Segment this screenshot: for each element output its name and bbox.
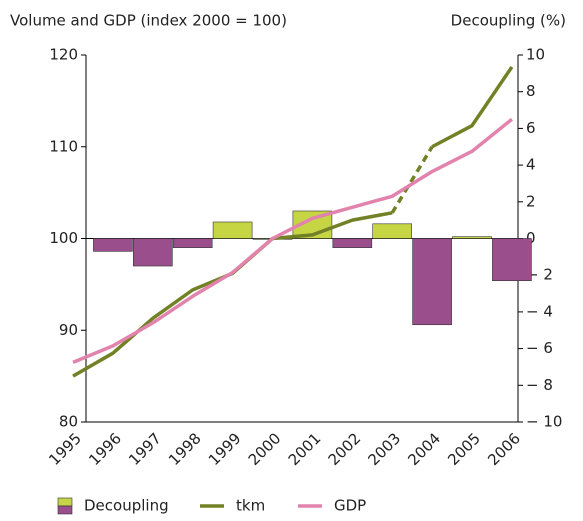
y2-tick-label: 2 [526, 192, 536, 210]
dashed-segment [390, 145, 434, 214]
bar [372, 223, 413, 239]
line [72, 117, 513, 364]
y-tick-label: 100 [49, 229, 78, 247]
bar [452, 236, 492, 239]
x-tick-label: 1999 [205, 429, 245, 469]
legend-swatch [57, 497, 73, 507]
bar [332, 238, 373, 248]
bar [212, 221, 253, 239]
x-tick-label: 2005 [444, 429, 484, 469]
bar [93, 238, 133, 252]
y-tick-label: 90 [59, 321, 78, 339]
y2-tick-label: 0 [526, 229, 536, 247]
x-tick-label: 1998 [165, 429, 205, 469]
y2-tick-label: − 4 [526, 302, 553, 320]
y2-axis-title: Decoupling (%) [451, 12, 566, 30]
y-tick-label: 80 [59, 413, 78, 431]
y2-tick-label: − 2 [526, 266, 553, 284]
x-tick-label: 2006 [484, 429, 524, 469]
x-tick-label: 2003 [364, 429, 404, 469]
y2-tick-label: − 8 [526, 376, 553, 394]
y2-tick-label: 4 [526, 156, 536, 174]
x-tick-label: 2001 [285, 429, 325, 469]
legend-label: Decoupling [84, 497, 169, 515]
bar [412, 238, 452, 326]
x-tick-label: 1995 [45, 429, 85, 469]
y2-tick-label: 6 [526, 119, 536, 137]
y2-tick-label: 8 [526, 82, 536, 100]
y2-tick-label: − 10 [526, 413, 562, 431]
y-tick-label: 110 [49, 137, 78, 155]
y-tick-label: 120 [49, 46, 78, 64]
legend-label: GDP [334, 497, 366, 515]
x-tick-label: 1997 [125, 429, 165, 469]
bar [492, 238, 532, 282]
y2-tick-label: 10 [526, 46, 545, 64]
legend-label: tkm [236, 497, 265, 515]
bar [172, 238, 213, 248]
x-tick-label: 2002 [325, 429, 365, 469]
bar [133, 238, 173, 267]
x-tick-label: 2000 [245, 429, 285, 469]
x-tick-label: 2004 [404, 429, 444, 469]
y-axis-title: Volume and GDP (index 2000 = 100) [10, 12, 287, 30]
x-tick-label: 1996 [85, 429, 125, 469]
y2-tick-label: − 6 [526, 339, 553, 357]
legend-swatch [57, 505, 73, 515]
